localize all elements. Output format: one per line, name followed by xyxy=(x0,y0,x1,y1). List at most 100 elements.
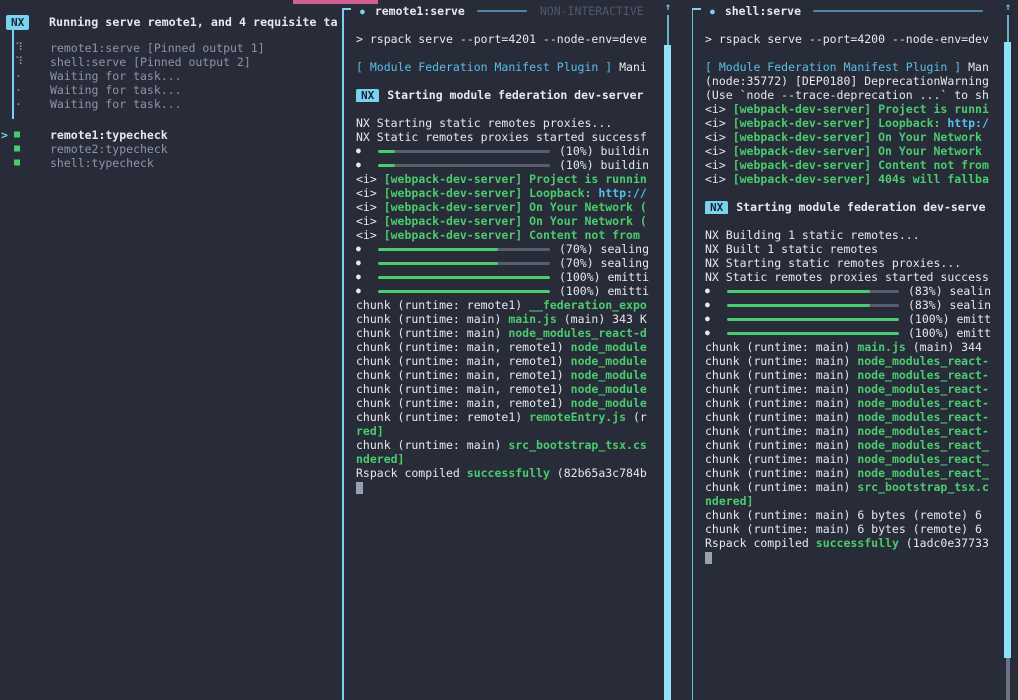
progress-bar xyxy=(727,317,899,321)
terminal-line: chunk (runtime: main) node_modules_react… xyxy=(705,452,989,466)
terminal-line xyxy=(705,46,1001,60)
scrollbar-thumb[interactable] xyxy=(1004,42,1011,658)
terminal-line xyxy=(705,186,1001,200)
terminal-line: [ Module Federation Manifest Plugin ] Ma… xyxy=(705,60,989,74)
terminal-scrollbar[interactable]: ↑ xyxy=(664,0,672,700)
progress-label: (100%) emitti xyxy=(559,270,650,284)
terminal-output: > rspack serve --port=4201 --node-env=de… xyxy=(356,32,654,494)
task-success-icon: ■ xyxy=(14,143,21,154)
terminal-line: ● (10%) buildin xyxy=(356,158,654,172)
task-waiting-icon: · xyxy=(15,69,22,83)
terminal-line: red] xyxy=(356,424,384,438)
task-spinner-icon: ⠹ xyxy=(15,41,24,54)
progress-dot-icon: ● xyxy=(356,272,361,281)
terminal-cursor xyxy=(356,482,363,494)
task-label: shell:serve [Pinned output 2] xyxy=(50,55,251,69)
task-row[interactable]: ⠹ remote1:serve [Pinned output 1] xyxy=(0,41,342,55)
header-rule xyxy=(813,10,983,12)
terminal-line: [ Module Federation Manifest Plugin ] Ma… xyxy=(356,60,647,74)
terminal-pane-remote1-serve: ● remote1:serve NON-INTERACTIVE > rspack… xyxy=(342,0,690,700)
terminal-line: (Use `node --trace-deprecation ...` to s… xyxy=(705,88,989,102)
non-interactive-label: NON-INTERACTIVE xyxy=(539,4,644,18)
terminal-line: chunk (runtime: main, remote1) node_modu… xyxy=(356,382,647,396)
terminal-line: <i> [webpack-dev-server] On Your Network… xyxy=(356,200,647,214)
task-row[interactable]: ■ shell:typecheck xyxy=(0,156,342,170)
terminal-line: ● (100%) emitti xyxy=(356,270,654,284)
terminal-line: NX Static remotes proxies started succes… xyxy=(356,130,647,144)
progress-dot-icon: ● xyxy=(705,328,710,337)
header-rule xyxy=(476,10,527,12)
terminal-line: NX Built 1 static remotes xyxy=(705,242,879,256)
terminal-scrollbar[interactable]: ↑ xyxy=(1004,0,1012,700)
terminal-line: chunk (runtime: main) node_modules_react… xyxy=(705,368,989,382)
progress-bar xyxy=(727,303,899,307)
task-label: Waiting for task... xyxy=(50,69,182,83)
progress-label: (10%) buildin xyxy=(559,158,650,172)
terminal-line: ● (83%) sealin xyxy=(705,298,1001,312)
progress-bar xyxy=(727,289,899,293)
task-row[interactable]: ■ remote2:typecheck xyxy=(0,142,342,156)
terminal-line: <i> [webpack-dev-server] On Your Network xyxy=(705,144,982,158)
task-row[interactable]: · Waiting for task... xyxy=(0,83,342,97)
terminal-line: > rspack serve --port=4200 --node-env=de… xyxy=(705,32,989,46)
terminal-title[interactable]: remote1:serve xyxy=(374,4,465,18)
scroll-up-arrow-icon[interactable]: ↑ xyxy=(664,2,672,13)
scroll-up-arrow-icon[interactable]: ↑ xyxy=(1004,2,1012,13)
nx-badge: NX xyxy=(705,201,729,214)
panel-corner xyxy=(342,8,351,10)
task-group-connector-line xyxy=(12,29,14,119)
terminal-line: chunk (runtime: remote1) __federation_ex… xyxy=(356,298,647,312)
terminal-title[interactable]: shell:serve xyxy=(724,4,801,18)
terminal-line: ● (100%) emitt xyxy=(705,312,1001,326)
progress-dot-icon: ● xyxy=(356,258,361,267)
task-label: Waiting for task... xyxy=(50,83,182,97)
terminal-line: chunk (runtime: main) node_modules_react… xyxy=(705,438,989,452)
terminal-line: chunk (runtime: main) node_modules_react… xyxy=(705,424,989,438)
progress-bar xyxy=(378,261,550,265)
scrollbar-thumb[interactable] xyxy=(664,45,671,700)
progress-label: (83%) sealin xyxy=(908,284,992,298)
progress-dot-icon: ● xyxy=(705,300,710,309)
progress-dot-icon: ● xyxy=(356,146,361,155)
terminal-line: ● (100%) emitt xyxy=(705,326,1001,340)
task-row[interactable]: > ■ remote1:typecheck xyxy=(0,128,342,142)
terminal-line: chunk (runtime: remote1) remoteEntry.js … xyxy=(356,410,647,424)
task-row[interactable]: ⠹ shell:serve [Pinned output 2] xyxy=(0,55,342,69)
terminal-line: (node:35772) [DEP0180] DeprecationWarnin… xyxy=(705,74,989,88)
scrollbar-track xyxy=(1007,15,1009,42)
task-row[interactable]: · Waiting for task... xyxy=(0,69,342,83)
terminal-line xyxy=(356,46,654,60)
terminal-line: ● (70%) sealing xyxy=(356,242,654,256)
terminal-line: chunk (runtime: main) main.js (main) 343… xyxy=(356,312,647,326)
terminal-line: NX Starting static remotes proxies... xyxy=(356,116,613,130)
terminal-line: chunk (runtime: main, remote1) node_modu… xyxy=(356,368,647,382)
terminal-line: chunk (runtime: main) 6 bytes (remote) 6 xyxy=(705,508,982,522)
progress-label: (100%) emitti xyxy=(559,284,650,298)
terminal-line: <i> [webpack-dev-server] Project is runn… xyxy=(705,102,989,116)
terminal-line: <i> [webpack-dev-server] On Your Network xyxy=(705,130,982,144)
terminal-line: NX Starting module federation dev-server xyxy=(356,88,654,102)
terminal-line: NX Starting static remotes proxies... xyxy=(705,256,962,270)
task-success-icon: ■ xyxy=(14,157,21,168)
task-waiting-icon: · xyxy=(15,83,22,97)
terminal-line: > rspack serve --port=4201 --node-env=de… xyxy=(356,32,647,46)
progress-dot-icon: ● xyxy=(356,244,361,253)
terminal-line: NX Starting module federation dev-serve xyxy=(705,200,1001,214)
terminal-line: chunk (runtime: main) node_modules_react… xyxy=(705,410,989,424)
terminal-line: chunk (runtime: main, remote1) node_modu… xyxy=(356,354,647,368)
terminal-header: ● shell:serve xyxy=(694,4,1004,18)
terminal-line: <i> [webpack-dev-server] Loopback: http:… xyxy=(356,186,647,200)
terminal-line: <i> [webpack-dev-server] Content not fro… xyxy=(356,228,640,242)
progress-dot-icon: ● xyxy=(356,160,361,169)
progress-bar xyxy=(727,331,899,335)
active-task-caret-icon: > xyxy=(1,128,8,142)
terminal-line: chunk (runtime: main, remote1) node_modu… xyxy=(356,340,647,354)
task-row[interactable]: · Waiting for task... xyxy=(0,97,342,111)
task-label: remote1:serve [Pinned output 1] xyxy=(50,41,265,55)
terminal-line: Rspack compiled successfully (1adc0e3773… xyxy=(705,536,989,550)
terminal-line xyxy=(705,550,1001,564)
terminal-line: <i> [webpack-dev-server] Loopback: http:… xyxy=(705,116,989,130)
terminal-line: ● (83%) sealin xyxy=(705,284,1001,298)
terminal-line: NX Building 1 static remotes... xyxy=(705,228,920,242)
terminal-line: chunk (runtime: main) src_bootstrap_tsx.… xyxy=(705,480,989,494)
